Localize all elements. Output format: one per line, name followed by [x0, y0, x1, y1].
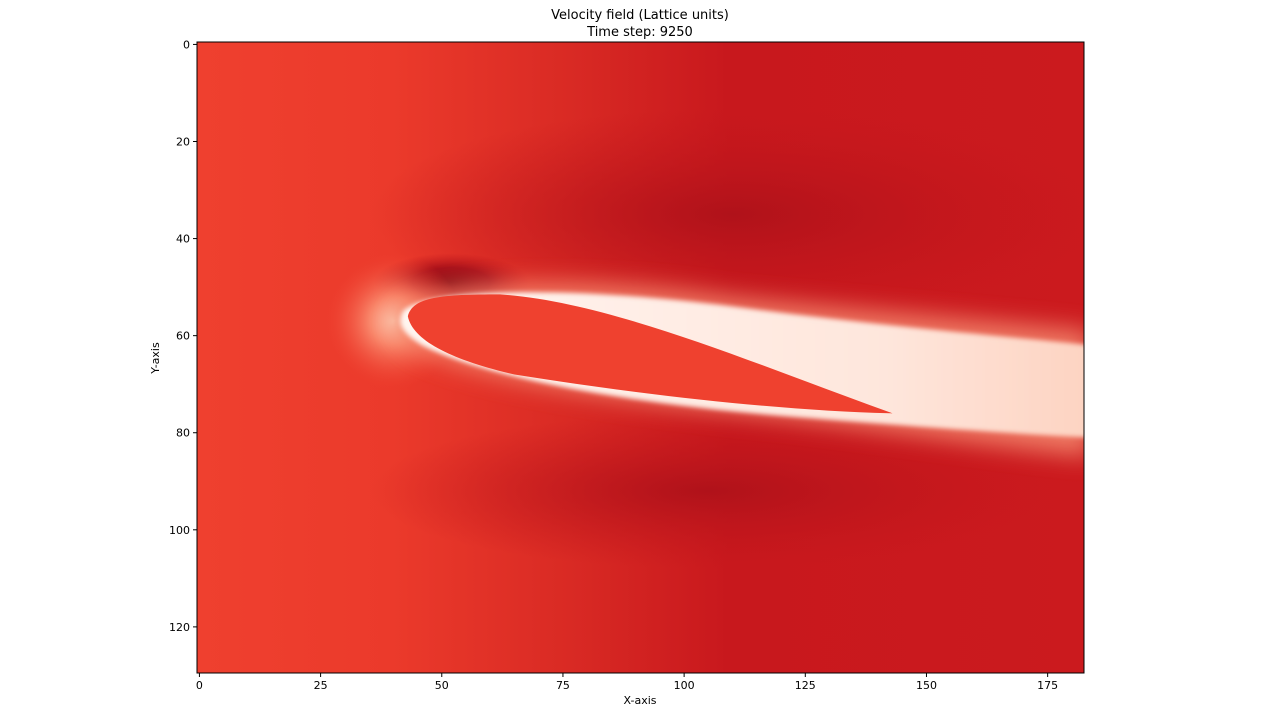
y-tick-label: 120: [169, 621, 190, 634]
x-tick-label: 150: [916, 679, 937, 692]
y-axis-ticks: 0 20 40 60 80 100 120: [169, 38, 197, 634]
y-tick-label: 20: [176, 136, 190, 149]
x-tick-label: 0: [196, 679, 203, 692]
x-tick-label: 75: [556, 679, 570, 692]
y-tick-label: 80: [176, 427, 190, 440]
x-tick-label: 25: [314, 679, 328, 692]
chart-title: Velocity field (Lattice units): [551, 8, 729, 23]
x-tick-label: 175: [1037, 679, 1058, 692]
stagnation-zone: [325, 253, 462, 390]
y-tick-label: 100: [169, 524, 190, 537]
chart-subtitle: Time step: 9250: [586, 25, 693, 40]
y-tick-label: 0: [183, 38, 190, 51]
x-tick-label: 125: [795, 679, 816, 692]
velocity-heatmap: [197, 42, 1084, 673]
airfoil-body: [407, 294, 893, 414]
y-tick-label: 40: [176, 233, 190, 246]
x-axis-ticks: 0 25 50 75 100 125 150 175: [196, 673, 1058, 692]
y-axis-label: Y-axis: [149, 342, 162, 375]
lower-fast-region: [369, 413, 1048, 569]
upper-fast-region: [369, 107, 1084, 322]
x-axis-label: X-axis: [624, 694, 657, 707]
x-tick-label: 100: [674, 679, 695, 692]
y-tick-label: 60: [176, 330, 190, 343]
plot-frame: [196, 41, 1085, 674]
x-tick-label: 50: [435, 679, 449, 692]
